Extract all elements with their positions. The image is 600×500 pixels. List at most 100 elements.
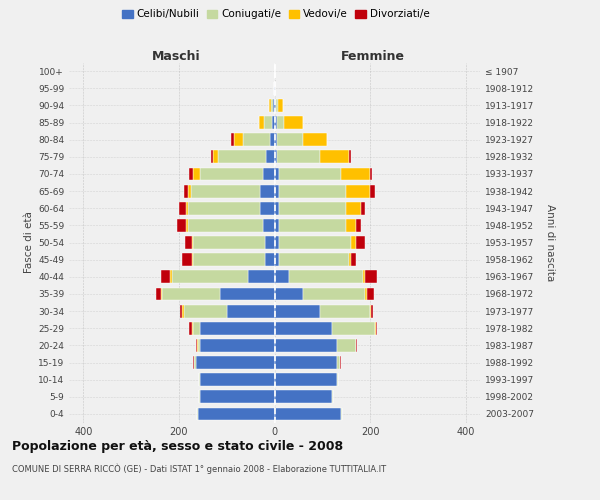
Bar — [162, 288, 220, 300]
Bar — [365, 288, 367, 300]
Bar — [176, 219, 186, 232]
Bar — [172, 270, 248, 283]
Bar — [170, 270, 172, 283]
Text: Femmine: Femmine — [341, 50, 405, 62]
Bar — [278, 99, 283, 112]
Bar — [200, 322, 275, 334]
Bar — [275, 99, 276, 112]
Bar — [214, 150, 218, 163]
Bar — [356, 219, 361, 232]
Bar — [346, 184, 370, 198]
Bar — [260, 184, 275, 198]
Bar — [284, 116, 303, 129]
Bar — [198, 408, 275, 420]
Bar — [275, 339, 337, 352]
Bar — [200, 168, 263, 180]
Bar — [197, 339, 198, 352]
Bar — [275, 150, 277, 163]
Bar — [192, 322, 193, 334]
Bar — [370, 304, 371, 318]
Bar — [192, 236, 193, 249]
Bar — [275, 373, 337, 386]
Bar — [279, 168, 341, 180]
Bar — [186, 219, 188, 232]
Bar — [156, 288, 161, 300]
Bar — [199, 390, 200, 403]
Bar — [303, 133, 327, 146]
Bar — [337, 339, 356, 352]
Bar — [190, 322, 192, 334]
Bar — [273, 99, 275, 112]
Bar — [275, 288, 303, 300]
Bar — [341, 408, 343, 420]
Bar — [270, 133, 275, 146]
Bar — [351, 236, 356, 249]
Bar — [346, 202, 361, 214]
Bar — [277, 116, 284, 129]
Bar — [196, 356, 275, 369]
Bar — [320, 304, 370, 318]
Bar — [263, 219, 275, 232]
Bar — [371, 304, 373, 318]
Bar — [275, 390, 332, 403]
Bar — [179, 202, 186, 214]
Text: Maschi: Maschi — [152, 50, 200, 62]
Bar — [337, 373, 338, 386]
Y-axis label: Anni di nascita: Anni di nascita — [545, 204, 555, 281]
Bar — [188, 184, 191, 198]
Bar — [211, 150, 214, 163]
Bar — [184, 304, 227, 318]
Bar — [161, 270, 170, 283]
Bar — [188, 202, 260, 214]
Bar — [349, 253, 351, 266]
Bar — [182, 253, 192, 266]
Bar — [277, 133, 303, 146]
Bar — [220, 288, 275, 300]
Bar — [275, 304, 320, 318]
Bar — [370, 168, 373, 180]
Bar — [180, 304, 182, 318]
Bar — [259, 116, 263, 129]
Bar — [346, 219, 356, 232]
Text: Popolazione per età, sesso e stato civile - 2008: Popolazione per età, sesso e stato civil… — [12, 440, 343, 453]
Bar — [275, 116, 277, 129]
Bar — [198, 339, 200, 352]
Bar — [196, 339, 197, 352]
Bar — [199, 373, 200, 386]
Bar — [266, 150, 275, 163]
Bar — [227, 304, 275, 318]
Bar — [193, 356, 194, 369]
Bar — [275, 408, 341, 420]
Bar — [370, 184, 375, 198]
Bar — [193, 322, 200, 334]
Bar — [265, 236, 275, 249]
Bar — [193, 253, 265, 266]
Bar — [275, 322, 332, 334]
Bar — [277, 150, 320, 163]
Bar — [200, 373, 275, 386]
Bar — [193, 168, 200, 180]
Legend: Celibi/Nubili, Coniugati/e, Vedovi/e, Divorziati/e: Celibi/Nubili, Coniugati/e, Vedovi/e, Di… — [118, 5, 434, 24]
Bar — [275, 168, 279, 180]
Bar — [185, 236, 192, 249]
Bar — [361, 202, 365, 214]
Bar — [279, 236, 351, 249]
Bar — [279, 184, 346, 198]
Bar — [279, 202, 346, 214]
Bar — [244, 133, 270, 146]
Bar — [289, 270, 363, 283]
Bar — [349, 150, 351, 163]
Bar — [275, 219, 279, 232]
Bar — [232, 133, 234, 146]
Bar — [263, 168, 275, 180]
Bar — [269, 99, 271, 112]
Bar — [191, 184, 260, 198]
Bar — [272, 116, 275, 129]
Bar — [234, 133, 244, 146]
Bar — [271, 99, 273, 112]
Bar — [376, 322, 377, 334]
Y-axis label: Fasce di età: Fasce di età — [24, 212, 34, 274]
Bar — [182, 304, 184, 318]
Bar — [303, 288, 365, 300]
Bar — [363, 270, 365, 283]
